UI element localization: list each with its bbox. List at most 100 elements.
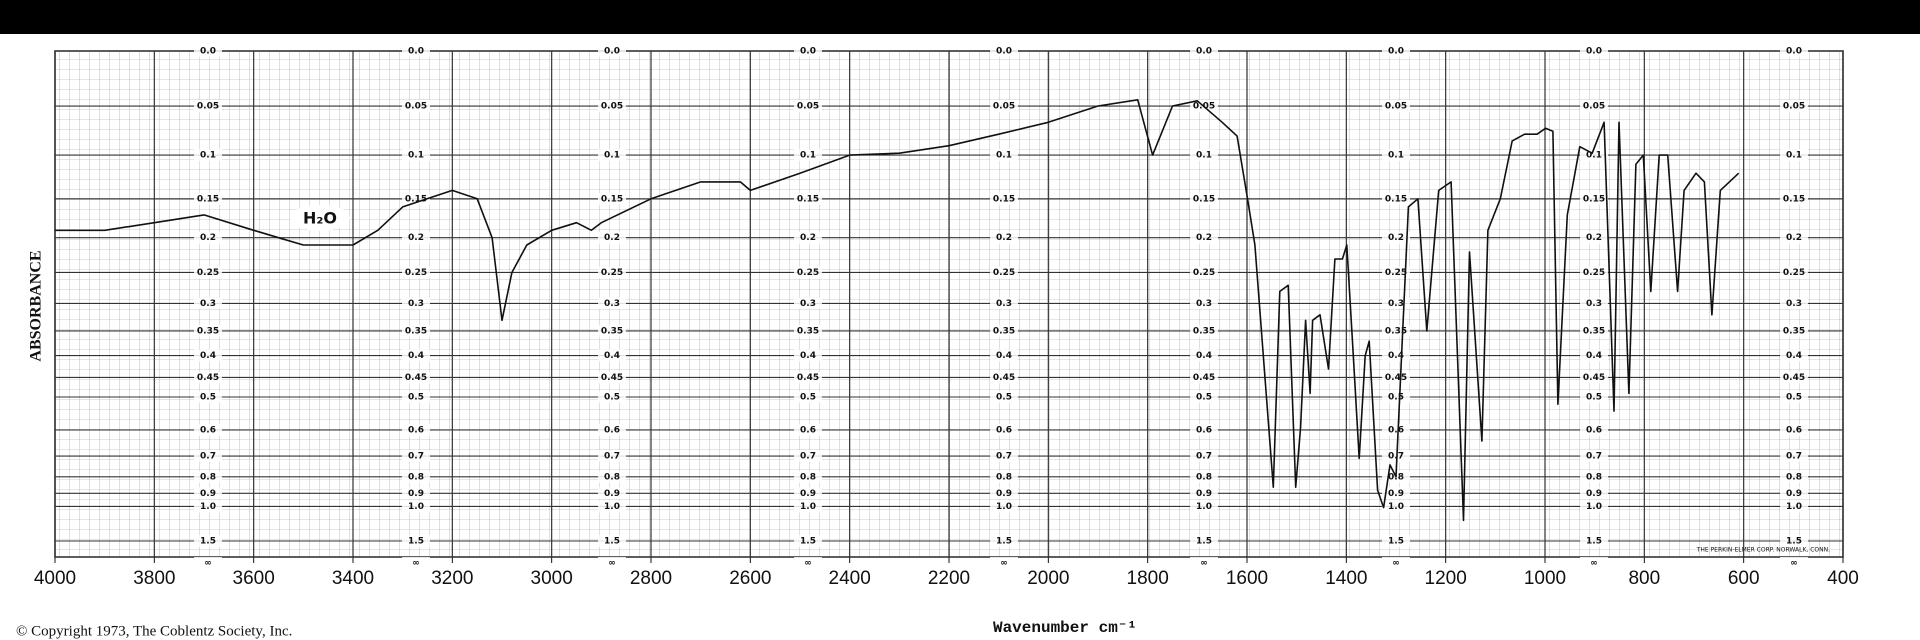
y-tick-label: 1.0 xyxy=(800,502,816,512)
y-label-bg xyxy=(794,45,822,57)
y-label-bg xyxy=(194,231,222,244)
x-tick-label: 2600 xyxy=(729,568,771,589)
y-label-bg xyxy=(1580,349,1608,362)
y-tick-label: 0.05 xyxy=(197,102,219,112)
y-label-bg xyxy=(794,371,822,384)
y-label-bg xyxy=(1190,390,1218,403)
y-label-bg xyxy=(402,450,430,463)
y-tick-label: 0.7 xyxy=(604,452,620,462)
y-tick-label: 0.1 xyxy=(604,151,620,161)
y-tick-label: 0.1 xyxy=(1586,151,1602,161)
y-tick-label: ∞ xyxy=(608,559,616,569)
y-label-bg xyxy=(1580,324,1608,337)
y-label-bg xyxy=(1382,192,1410,205)
y-tick-label: 0.6 xyxy=(1786,425,1802,435)
y-tick-label: 1.0 xyxy=(1786,502,1802,512)
y-tick-label: 0.0 xyxy=(800,47,816,57)
y-tick-label: 0.8 xyxy=(200,472,216,482)
y-tick-label: 0.2 xyxy=(996,233,1012,243)
y-tick-label: 0.5 xyxy=(1586,392,1602,402)
y-label-bg xyxy=(794,192,822,205)
y-label-bg xyxy=(194,390,222,403)
y-tick-label: 0.45 xyxy=(797,373,819,383)
y-label-bg xyxy=(194,324,222,337)
y-tick-label: 0.7 xyxy=(408,452,424,462)
y-tick-label: 0.5 xyxy=(200,392,216,402)
y-tick-label: 0.25 xyxy=(993,268,1015,278)
y-tick-label: ∞ xyxy=(412,559,420,569)
y-label-bg xyxy=(598,149,626,162)
y-tick-label: 0.25 xyxy=(1385,268,1407,278)
y-label-bg xyxy=(1580,100,1608,113)
y-tick-label: 0.7 xyxy=(1388,452,1404,462)
y-tick-label: 0.9 xyxy=(1388,489,1404,499)
x-tick-label: 600 xyxy=(1728,568,1760,589)
y-tick-label: ∞ xyxy=(1392,559,1400,569)
y-tick-label: 0.45 xyxy=(1193,373,1215,383)
y-label-bg xyxy=(794,450,822,463)
y-tick-label: 0.0 xyxy=(996,47,1012,57)
y-label-bg xyxy=(598,324,626,337)
y-tick-label: 0.15 xyxy=(601,194,623,204)
y-label-bg xyxy=(1382,100,1410,113)
y-label-bg xyxy=(598,297,626,310)
y-tick-label: 0.15 xyxy=(1783,194,1805,204)
y-label-bg xyxy=(794,100,822,113)
x-tick-label: 1000 xyxy=(1524,568,1566,589)
y-label-bg xyxy=(194,470,222,483)
y-tick-label: 0.45 xyxy=(405,373,427,383)
y-label-bg xyxy=(1382,45,1410,57)
y-tick-label: 0.9 xyxy=(800,489,816,499)
y-tick-label: 0.3 xyxy=(1196,299,1212,309)
y-label-bg xyxy=(598,500,626,513)
y-label-bg xyxy=(794,390,822,403)
y-label-bg xyxy=(1580,45,1608,57)
y-label-bg xyxy=(598,470,626,483)
y-tick-label: 0.5 xyxy=(604,392,620,402)
x-tick-label: 3400 xyxy=(332,568,374,589)
y-label-bg xyxy=(1190,349,1218,362)
y-label-bg xyxy=(598,45,626,57)
y-label-bg xyxy=(1382,297,1410,310)
y-tick-label: 0.35 xyxy=(1193,326,1215,336)
y-label-bg xyxy=(598,557,626,569)
y-tick-label: 0.6 xyxy=(800,425,816,435)
y-label-bg xyxy=(402,231,430,244)
y-label-bg xyxy=(794,487,822,500)
y-tick-label: 0.7 xyxy=(200,452,216,462)
y-tick-label: 0.9 xyxy=(996,489,1012,499)
y-label-bg xyxy=(194,557,222,569)
y-tick-label: 1.5 xyxy=(604,536,620,546)
y-tick-label: 0.0 xyxy=(1196,47,1212,57)
y-tick-label: ∞ xyxy=(1200,559,1208,569)
y-label-bg xyxy=(1780,149,1808,162)
y-label-bg xyxy=(1780,231,1808,244)
y-label-bg xyxy=(1382,231,1410,244)
y-label-bg xyxy=(794,470,822,483)
y-tick-label: ∞ xyxy=(1790,559,1798,569)
y-label-bg xyxy=(402,192,430,205)
y-label-bg xyxy=(1780,371,1808,384)
y-label-bg xyxy=(402,45,430,57)
y-label-bg xyxy=(1190,557,1218,569)
x-tick-label: 1600 xyxy=(1226,568,1268,589)
y-tick-label: 0.4 xyxy=(1786,351,1802,361)
y-tick-label: 0.05 xyxy=(1385,102,1407,112)
y-tick-label: 0.8 xyxy=(1586,472,1602,482)
y-tick-label: 0.2 xyxy=(604,233,620,243)
y-label-bg xyxy=(598,100,626,113)
y-label-bg xyxy=(1190,324,1218,337)
y-tick-label: 0.8 xyxy=(408,472,424,482)
y-label-bg xyxy=(1382,423,1410,436)
y-label-bg xyxy=(1780,470,1808,483)
y-tick-label: ∞ xyxy=(804,559,812,569)
y-label-bg xyxy=(990,192,1018,205)
y-label-bg xyxy=(990,266,1018,279)
y-label-bg xyxy=(990,45,1018,57)
y-tick-label: 0.2 xyxy=(1586,233,1602,243)
y-tick-label: 0.4 xyxy=(1196,351,1212,361)
y-tick-label: 0.1 xyxy=(996,151,1012,161)
y-label-bg xyxy=(1382,534,1410,547)
y-label-bg xyxy=(1382,450,1410,463)
y-tick-label: 1.0 xyxy=(1586,502,1602,512)
